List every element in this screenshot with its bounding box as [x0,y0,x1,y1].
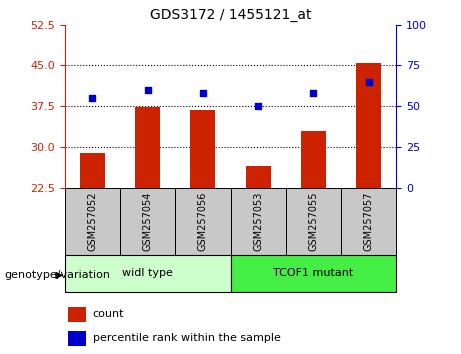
Bar [68,331,86,346]
Bar [135,107,160,188]
Bar [68,307,86,322]
Text: GSM257052: GSM257052 [87,192,97,251]
Bar [356,63,381,188]
Bar [301,131,326,188]
Bar [341,188,396,255]
Point [254,103,262,109]
Text: GSM257054: GSM257054 [142,192,153,251]
Text: GSM257053: GSM257053 [253,192,263,251]
Text: genotype/variation: genotype/variation [5,270,111,280]
Point [89,95,96,101]
Text: GSM257057: GSM257057 [364,192,374,251]
Bar [190,110,215,188]
Text: GSM257056: GSM257056 [198,192,208,251]
Bar [80,153,105,188]
Bar [230,255,396,292]
Point [310,90,317,96]
Text: GSM257055: GSM257055 [308,192,319,251]
Bar [246,166,271,188]
Bar [65,255,230,292]
Point [199,90,207,96]
Text: TCOF1 mutant: TCOF1 mutant [273,268,354,279]
Bar [286,188,341,255]
Title: GDS3172 / 1455121_at: GDS3172 / 1455121_at [150,8,311,22]
Point [144,87,151,93]
Text: percentile rank within the sample: percentile rank within the sample [93,333,281,343]
Bar [65,188,120,255]
Bar [175,188,230,255]
Text: widl type: widl type [122,268,173,279]
Point [365,79,372,85]
Text: count: count [93,309,124,319]
Bar [230,188,286,255]
Bar [120,188,175,255]
